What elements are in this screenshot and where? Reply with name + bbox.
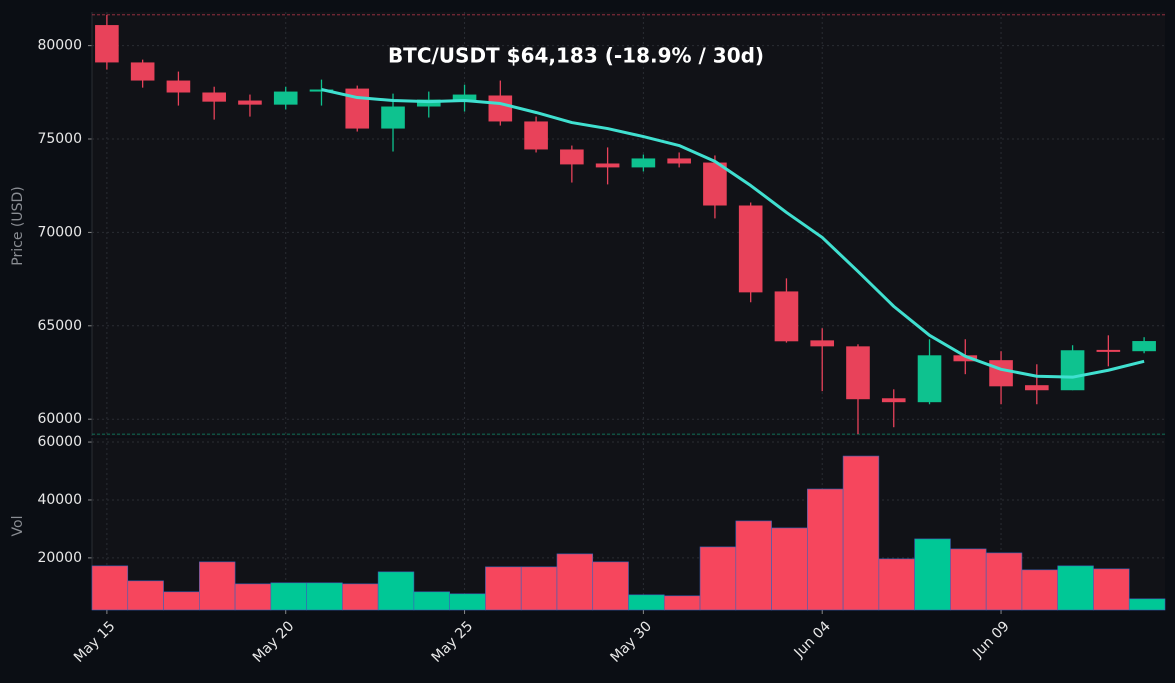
- y-tick-label: 20000: [37, 550, 82, 566]
- candle-body: [738, 205, 763, 293]
- candle-body: [130, 62, 155, 81]
- candle-body: [381, 106, 405, 129]
- volume-bar: [771, 527, 808, 611]
- volume-bar: [377, 571, 415, 611]
- volume-bar: [699, 546, 737, 611]
- candle-body: [881, 398, 906, 403]
- candle-body: [166, 80, 191, 93]
- volume-bar: [592, 561, 629, 611]
- y-tick-label: 75000: [37, 131, 82, 147]
- candle-body: [810, 340, 835, 347]
- volume-bar: [449, 593, 486, 611]
- candle-body: [703, 162, 727, 206]
- candle-body: [989, 360, 1013, 387]
- volume-bar: [735, 520, 772, 611]
- volume-bar: [485, 566, 522, 611]
- candle-body: [488, 95, 513, 122]
- chart-title: BTC/USDT $64,183 (-18.9% / 30d): [388, 44, 764, 68]
- candle-body: [524, 121, 548, 150]
- candle-body: [1060, 350, 1085, 391]
- volume-bar: [878, 558, 915, 611]
- y-tick-label: 70000: [37, 224, 82, 240]
- volume-axis-label: Vol: [10, 516, 26, 537]
- candle-body: [595, 163, 620, 168]
- volume-bar: [950, 548, 987, 611]
- candle-body: [631, 158, 656, 168]
- candle-body: [953, 355, 978, 362]
- candle-body: [560, 149, 584, 165]
- volume-bar: [1128, 598, 1166, 611]
- volume-bar: [127, 580, 164, 611]
- y-tick-label: 65000: [37, 318, 82, 334]
- volume-bar: [1021, 569, 1059, 611]
- candle-body: [1132, 341, 1156, 352]
- volume-bar: [842, 455, 880, 611]
- volume-bar: [985, 552, 1023, 611]
- candle-body: [667, 158, 691, 164]
- volume-bar: [628, 594, 665, 611]
- candle-body: [1096, 349, 1121, 352]
- y-axis-label: Price (USD): [10, 186, 26, 265]
- volume-bar: [306, 582, 343, 611]
- volume-bar: [1057, 565, 1094, 611]
- candle-body: [273, 91, 298, 105]
- candle-body: [238, 100, 262, 105]
- candle-body: [452, 94, 477, 101]
- y-tick-label: 80000: [37, 38, 82, 54]
- y-tick-label: 40000: [37, 492, 82, 508]
- candle-body: [95, 25, 119, 63]
- moving-average-line: [321, 88, 1145, 379]
- volume-bar: [199, 561, 236, 611]
- volume-bar: [413, 591, 450, 611]
- y-tick-label: 60000: [37, 411, 82, 427]
- volume-bar: [1093, 568, 1130, 611]
- volume-bar: [270, 582, 307, 611]
- volume-bar: [556, 553, 594, 611]
- candle-body: [917, 355, 942, 403]
- y-tick-label: 60000: [37, 434, 82, 450]
- volume-bar: [91, 565, 129, 611]
- volume-bar: [342, 583, 379, 611]
- volume-bar: [807, 488, 844, 611]
- volume-bar: [663, 595, 701, 611]
- volume-bar: [163, 591, 200, 611]
- volume-bar: [914, 538, 951, 611]
- volume-bar: [520, 566, 558, 611]
- candle-body: [202, 92, 226, 102]
- candle-body: [774, 291, 799, 342]
- candle-body: [1025, 385, 1049, 391]
- volume-bar: [234, 583, 272, 611]
- candle-body: [846, 346, 870, 400]
